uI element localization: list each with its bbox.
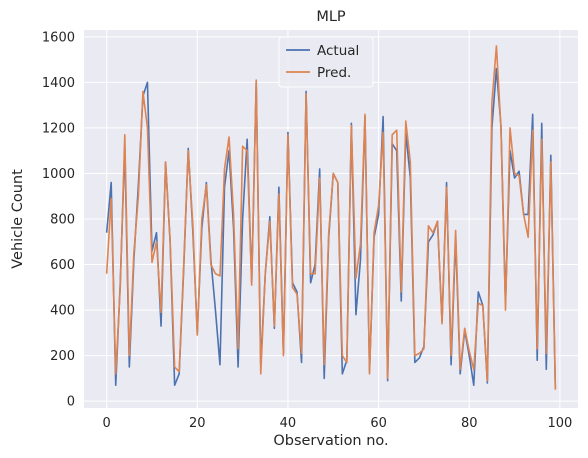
x-tick-label: 40 [280, 416, 297, 431]
y-tick-label: 800 [50, 213, 75, 228]
x-tick-label: 20 [189, 416, 206, 431]
x-tick-label: 60 [370, 416, 387, 431]
y-tick-label: 400 [50, 304, 75, 319]
legend-label-pred: Pred. [317, 65, 351, 81]
y-axis-label: Vehicle Count [10, 169, 26, 269]
y-ticks: 0 200 400 600 800 1000 1200 1400 1600 [42, 30, 75, 409]
y-tick-label: 1200 [42, 121, 75, 136]
chart-title: MLP [316, 9, 346, 25]
series-layer [105, 45, 557, 390]
x-axis-label: Observation no. [273, 433, 388, 449]
grid [84, 30, 578, 408]
legend-label-actual: Actual [317, 43, 359, 59]
series-line-pred [105, 45, 557, 390]
x-ticks: 0 20 40 60 80 100 [103, 416, 573, 431]
y-tick-label: 200 [50, 349, 75, 364]
x-tick-label: 100 [547, 416, 572, 431]
x-tick-label: 0 [103, 416, 111, 431]
y-tick-label: 600 [50, 258, 75, 273]
y-tick-label: 1000 [42, 167, 75, 182]
y-tick-label: 1400 [42, 76, 75, 91]
y-tick-label: 1600 [42, 30, 75, 45]
x-tick-label: 80 [461, 416, 478, 431]
legend: Actual Pred. [278, 36, 374, 88]
y-tick-label: 0 [67, 395, 75, 410]
